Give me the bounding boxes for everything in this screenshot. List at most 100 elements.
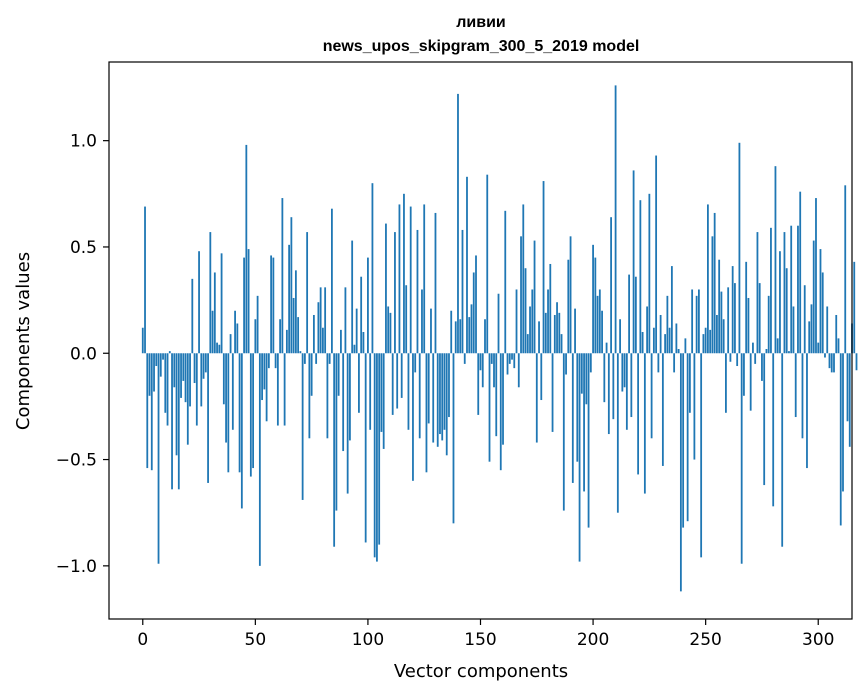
- bar-17: [180, 353, 182, 398]
- bar-190: [569, 236, 572, 354]
- bar-5: [153, 353, 155, 392]
- bar-105: [378, 353, 381, 545]
- bar-136: [448, 353, 450, 418]
- bar-281: [774, 166, 777, 354]
- bar-290: [794, 353, 797, 418]
- bar-149: [477, 353, 480, 415]
- bar-208: [610, 217, 612, 354]
- bar-302: [821, 272, 824, 354]
- bar-165: [513, 353, 516, 369]
- bar-81: [324, 287, 327, 354]
- bar-123: [418, 353, 421, 439]
- bar-210: [614, 85, 617, 354]
- bar-171: [526, 334, 529, 354]
- bar-256: [718, 259, 721, 354]
- x-tick-label: 150: [464, 630, 496, 650]
- bar-192: [574, 308, 576, 354]
- bar-184: [556, 302, 558, 354]
- bar-195: [580, 353, 583, 394]
- bar-211: [616, 353, 619, 513]
- bar-92: [349, 353, 351, 441]
- bar-140: [457, 93, 459, 354]
- bar-181: [549, 263, 552, 354]
- bar-230: [659, 314, 662, 354]
- bar-308: [835, 314, 838, 354]
- bar-20: [186, 353, 189, 445]
- bar-131: [436, 353, 439, 447]
- bar-269: [747, 297, 750, 354]
- bar-305: [828, 353, 831, 369]
- bar-212: [619, 319, 621, 354]
- bar-293: [801, 353, 804, 439]
- y-tick-label: 0.0: [70, 344, 97, 364]
- bar-283: [779, 251, 781, 354]
- bar-267: [743, 353, 745, 396]
- bar-292: [799, 191, 802, 354]
- bar-179: [544, 312, 547, 354]
- bar-79: [319, 287, 322, 354]
- y-axis-ticks: −1.0 −0.5 0.0 0.5 1.0: [56, 132, 109, 577]
- bar-158: [497, 293, 500, 354]
- bar-174: [533, 240, 536, 354]
- bar-57: [270, 255, 273, 354]
- bar-263: [734, 283, 736, 354]
- bar-139: [454, 321, 457, 354]
- bar-2: [146, 353, 149, 469]
- bar-82: [326, 353, 329, 439]
- bar-162: [506, 353, 509, 375]
- bar-61: [279, 319, 282, 354]
- bar-133: [441, 353, 444, 441]
- bar-63: [283, 353, 286, 426]
- bar-101: [369, 353, 372, 430]
- bar-150: [479, 353, 482, 371]
- bar-60: [276, 353, 279, 426]
- bar-282: [776, 338, 779, 354]
- bar-115: [400, 353, 403, 398]
- bar-129: [432, 353, 435, 443]
- bar-56: [267, 353, 270, 369]
- bar-215: [625, 353, 628, 430]
- bar-260: [727, 287, 730, 354]
- y-tick-label: −0.5: [56, 451, 97, 471]
- bar-279: [770, 227, 772, 354]
- bar-103: [373, 353, 376, 558]
- bar-18: [182, 353, 185, 381]
- bar-233: [666, 295, 669, 354]
- bar-80: [321, 327, 324, 354]
- bar-163: [508, 353, 511, 364]
- bar-309: [837, 338, 840, 354]
- bar-274: [758, 283, 761, 354]
- bar-243: [688, 353, 691, 413]
- bar-169: [522, 204, 525, 354]
- x-tick-label: 250: [689, 630, 721, 650]
- bar-186: [560, 334, 563, 354]
- bar-76: [312, 314, 315, 354]
- bar-35: [220, 253, 223, 354]
- bar-198: [587, 353, 590, 528]
- bar-36: [222, 353, 225, 405]
- bar-317: [855, 353, 858, 371]
- bar-46: [245, 144, 248, 354]
- x-axis-label: Vector components: [394, 661, 568, 682]
- bar-189: [567, 259, 570, 354]
- bar-237: [675, 323, 678, 354]
- bar-132: [439, 353, 441, 435]
- bar-285: [783, 232, 786, 354]
- bar-90: [344, 287, 347, 354]
- bar-234: [668, 327, 671, 354]
- bar-191: [571, 353, 574, 483]
- bar-205: [603, 353, 606, 403]
- bar-65: [288, 244, 291, 354]
- bar-134: [443, 353, 446, 430]
- bar-49: [252, 353, 254, 469]
- bar-8: [159, 353, 162, 377]
- bar-44: [240, 353, 243, 509]
- bar-9: [162, 353, 164, 360]
- bar-19: [184, 353, 187, 403]
- bar-251: [707, 204, 709, 354]
- bar-119: [409, 206, 412, 354]
- bar-200: [592, 244, 594, 354]
- bar-222: [641, 332, 644, 354]
- bar-203: [598, 289, 601, 354]
- bar-141: [459, 319, 462, 354]
